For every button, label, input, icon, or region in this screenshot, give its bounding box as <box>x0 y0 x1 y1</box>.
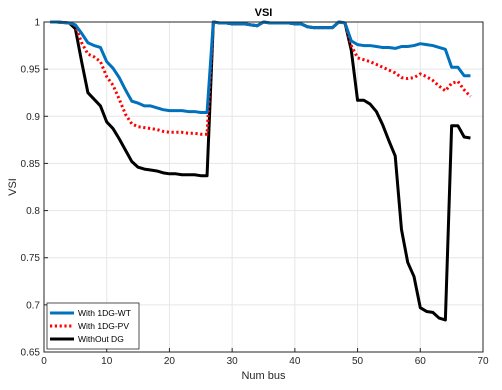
y-tick-label: 0.65 <box>21 348 41 359</box>
y-tick-label: 0.75 <box>21 253 41 264</box>
legend: With 1DG-WT With 1DG-PV WithOut DG <box>46 302 140 350</box>
x-tick-label: 20 <box>164 356 176 367</box>
legend-label: With 1DG-PV <box>78 321 129 331</box>
x-tick-label: 60 <box>415 356 427 367</box>
chart-title: VSI <box>255 7 273 19</box>
x-tick-label: 40 <box>289 356 301 367</box>
x-tick-label: 0 <box>41 356 47 367</box>
series-line-with-1dg-pv <box>50 20 472 136</box>
legend-label: WithOut DG <box>78 334 124 344</box>
x-tick-label: 30 <box>227 356 239 367</box>
series-layer <box>50 20 472 322</box>
x-tick-label: 10 <box>101 356 113 367</box>
x-axis-label: Num bus <box>241 370 286 382</box>
y-tick-label: 0.85 <box>21 159 41 170</box>
axis-ticks: 0 10 20 30 40 50 60 70 0.65 0.7 0.75 0.8 0.85 0.9 0.95… <box>21 18 489 368</box>
series-line-with-1dg-wt <box>50 20 471 115</box>
x-tick-label: 70 <box>477 356 489 367</box>
y-tick-label: 0.7 <box>26 300 40 311</box>
legend-box <box>46 302 140 350</box>
legend-label: With 1DG-WT <box>78 308 131 318</box>
y-tick-label: 0.9 <box>26 112 40 123</box>
y-axis-label: VSI <box>7 178 19 196</box>
x-tick-label: 50 <box>352 356 364 367</box>
y-tick-label: 0.95 <box>21 65 41 76</box>
y-tick-label: 1 <box>34 18 40 29</box>
y-tick-label: 0.8 <box>26 206 40 217</box>
plot-frame <box>43 21 484 353</box>
